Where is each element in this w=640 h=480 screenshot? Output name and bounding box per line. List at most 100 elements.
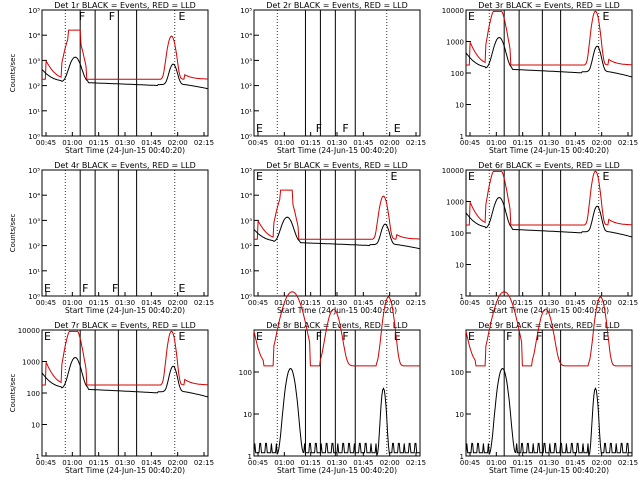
x-tick-label: 02:00 (592, 299, 612, 307)
x-tick-label: 01:00 (274, 139, 294, 147)
x-tick-label: 01:30 (539, 459, 559, 467)
chart-det7r: Det 7r BLACK = Events, RED = LLD 1 10 100 10… (9, 321, 214, 475)
events-series-line (465, 367, 632, 456)
y-tick-label: 10⁴ (28, 192, 40, 200)
chart-title: Det 2r BLACK = Events, RED = LLD (266, 1, 408, 10)
y-tick-label: 100 (451, 70, 464, 78)
chart-det3r: Det 3r BLACK = Events, RED = LLD 1 10 100 10… (442, 1, 638, 155)
x-tick-label: 01:45 (565, 459, 585, 467)
y-tick-label: 1 (460, 133, 464, 141)
x-tick-label: 00:45 (248, 299, 268, 307)
marker-label: F (79, 10, 85, 23)
y-tick-label: 10⁰ (28, 133, 40, 141)
y-tick-label: 10⁴ (28, 32, 40, 40)
x-tick-label: 02:15 (194, 139, 214, 147)
y-tick-label: 10⁴ (240, 32, 252, 40)
chart-title: Det 7r BLACK = Events, RED = LLD (54, 321, 196, 330)
y-tick-label: 10000 (18, 327, 40, 335)
marker-label: F (112, 282, 118, 295)
events-series-line (253, 216, 421, 250)
x-tick-label: 01:00 (486, 139, 506, 147)
x-axis-label: Start Time (24-Jun-15 00:40:20) (277, 146, 397, 155)
marker-label: E (390, 170, 397, 183)
x-tick-label: 01:15 (513, 299, 533, 307)
y-tick-label: 1000 (446, 199, 464, 207)
x-tick-label: 02:00 (380, 299, 400, 307)
marker-label: E (178, 282, 185, 295)
x-tick-label: 02:15 (618, 459, 638, 467)
y-tick-label: 10⁴ (240, 192, 252, 200)
chart-title: Det 5r BLACK = Events, RED = LLD (266, 161, 408, 170)
y-tick-label: 10³ (28, 217, 40, 225)
x-tick-label: 01:15 (301, 459, 321, 467)
x-tick-label: 01:15 (89, 299, 109, 307)
y-tick-label: 10⁵ (240, 7, 252, 15)
lld-series-line (254, 189, 420, 240)
plot-frame (465, 169, 633, 297)
y-tick-label: 1 (460, 293, 464, 301)
x-axis-label: Start Time (24-Jun-15 00:40:20) (489, 466, 609, 475)
marker-label: E (468, 10, 475, 23)
x-tick-label: 01:30 (115, 299, 135, 307)
marker-label: E (178, 10, 185, 23)
x-tick-label: 02:00 (592, 459, 612, 467)
marker-label: F (316, 330, 322, 343)
y-tick-label: 10⁰ (240, 133, 252, 141)
x-tick-label: 02:15 (406, 299, 426, 307)
chart-det2r: Det 2r BLACK = Events, RED = LLD 10⁰ 10¹ 10… (240, 1, 426, 155)
x-tick-label: 01:45 (353, 299, 373, 307)
marker-label: E (394, 330, 401, 343)
y-tick-label: 100 (239, 369, 252, 377)
y-tick-label: 100 (451, 369, 464, 377)
x-tick-label: 00:45 (460, 139, 480, 147)
x-tick-label: 00:45 (248, 459, 268, 467)
y-tick-label: 100 (451, 230, 464, 238)
plot-frame (41, 329, 209, 457)
x-axis-label: Start Time (24-Jun-15 00:40:20) (65, 466, 185, 475)
y-tick-label: 10 (455, 411, 464, 419)
y-axis-label: Counts/sec (9, 54, 17, 93)
x-tick-label: 00:45 (36, 139, 56, 147)
y-tick-label: 10¹ (28, 108, 40, 116)
marker-label: E (602, 170, 609, 183)
x-tick-label: 02:15 (618, 299, 638, 307)
y-tick-label: 1000 (22, 359, 40, 367)
y-axis-label: Counts/sec (9, 214, 17, 253)
events-series-line (465, 196, 633, 238)
x-axis-label: Start Time (24-Jun-15 00:40:20) (489, 146, 609, 155)
x-tick-label: 01:45 (565, 299, 585, 307)
x-tick-label: 01:30 (327, 459, 347, 467)
marker-label: E (602, 330, 609, 343)
x-tick-label: 02:15 (618, 139, 638, 147)
x-tick-label: 00:45 (36, 299, 56, 307)
marker-label: E (256, 170, 263, 183)
y-tick-label: 10² (240, 83, 252, 91)
marker-label: E (602, 10, 609, 23)
plot-frame (253, 329, 421, 457)
y-tick-label: 10⁵ (28, 167, 40, 175)
y-tick-label: 10000 (442, 7, 464, 15)
y-tick-label: 10 (243, 411, 252, 419)
x-tick-label: 02:15 (194, 459, 214, 467)
marker-label: F (506, 330, 512, 343)
y-tick-label: 10² (240, 243, 252, 251)
marker-label: E (468, 170, 475, 183)
y-tick-label: 10¹ (28, 268, 40, 276)
y-tick-label: 10³ (240, 57, 252, 65)
x-tick-label: 01:30 (327, 299, 347, 307)
lld-series-line (253, 291, 420, 367)
x-axis-label: Start Time (24-Jun-15 00:40:20) (277, 466, 397, 475)
marker-label: E (44, 282, 51, 295)
marker-label: E (256, 122, 263, 135)
plot-frame (253, 9, 421, 137)
x-tick-label: 01:30 (539, 299, 559, 307)
x-tick-label: 01:45 (565, 139, 585, 147)
y-tick-label: 10⁰ (28, 293, 40, 301)
x-tick-label: 00:45 (460, 299, 480, 307)
marker-label: F (342, 330, 348, 343)
marker-label: F (82, 282, 88, 295)
events-series-line (253, 367, 420, 456)
events-series-line (41, 356, 209, 398)
lld-series-line (466, 10, 633, 66)
